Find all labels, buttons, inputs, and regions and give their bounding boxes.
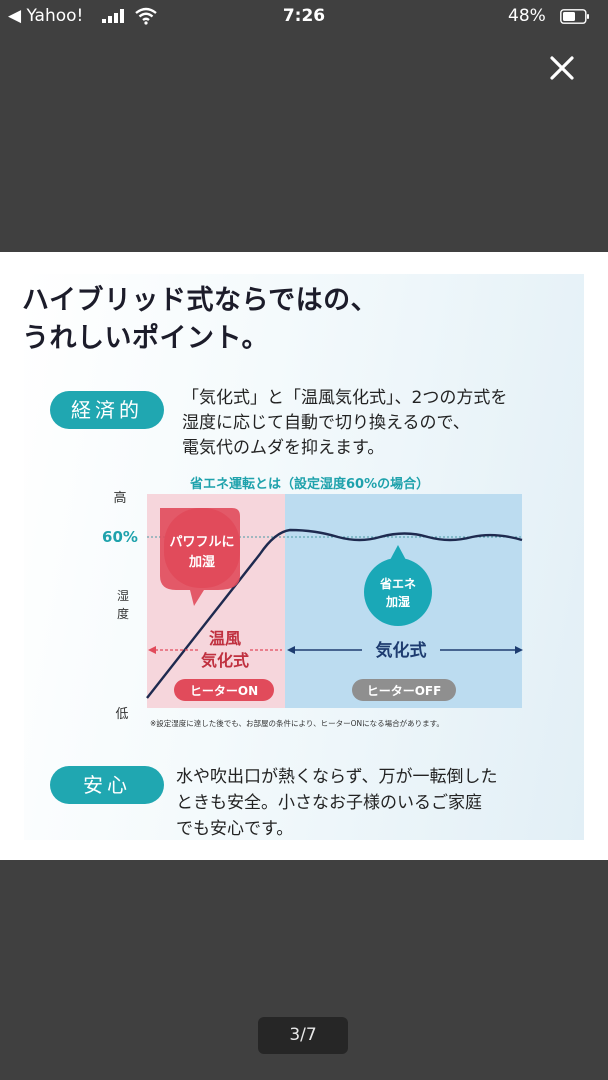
page-counter: 3/7 — [258, 1017, 348, 1054]
heater-off-label: ヒーターOFF — [367, 684, 442, 698]
status-time: 7:26 — [282, 6, 326, 26]
heading-line-2: うれしいポイント。 — [22, 323, 269, 354]
economy-description: 「気化式」と「温風気化式」、2つの方式を 湿度に応じて自動で切り換えるので、 電… — [182, 386, 507, 461]
status-bar: ◀ Yahoo! 7:26 48% — [0, 0, 608, 34]
region-warm-air-label-1: 温風 — [208, 629, 241, 648]
economy-line: 「気化式」と「温風気化式」、2つの方式を — [182, 388, 508, 408]
wifi-icon — [135, 7, 157, 25]
humidity-chart: 高 60% 低 湿 度 パワフルに 加湿 省エネ 加湿 温風 気化式 気化式 ヒ… — [102, 490, 523, 722]
callout-eco-line-2: 加湿 — [385, 594, 410, 609]
safety-badge: 安心 — [50, 766, 164, 804]
callout-eco-line-1: 省エネ — [379, 576, 416, 591]
close-icon[interactable] — [544, 50, 580, 86]
safety-description: 水や吹出口が熱くならず、万が一転倒した ときも安全。小さなお子様のいるご家庭 で… — [176, 764, 497, 842]
safety-line: 水や吹出口が熱くならず、万が一転倒した — [176, 767, 498, 787]
economy-badge: 経済的 — [50, 391, 164, 429]
chart-footnote: ※設定湿度に達した後でも、お部屋の条件により、ヒーターONになる場合があります。 — [150, 719, 444, 728]
back-to-app-link[interactable]: ◀ Yahoo! — [8, 6, 84, 26]
heater-off-badge — [352, 679, 456, 701]
heading-line-1: ハイブリッド式ならではの、 — [22, 285, 379, 316]
y-tick-60: 60% — [102, 528, 138, 546]
region-evaporative-label: 気化式 — [375, 640, 427, 661]
battery-icon — [560, 9, 589, 24]
signal-icon — [102, 9, 124, 23]
humidity-series-line — [146, 528, 523, 699]
economy-line: 湿度に応じて自動で切り換えるので、 — [182, 413, 470, 433]
y-tick-low: 低 — [115, 707, 128, 722]
y-tick-high: 高 — [113, 490, 126, 506]
region-warm-air-label-2: 気化式 — [201, 651, 249, 670]
y-axis-label-1: 湿 — [117, 588, 129, 603]
heater-on-label: ヒーターON — [190, 684, 258, 698]
battery-percent: 48% — [508, 6, 546, 26]
infographic-heading: ハイブリッド式ならではの、 うれしいポイント。 — [22, 282, 378, 358]
safety-line: ときも安全。小さなお子様のいるご家庭 — [176, 793, 482, 813]
economy-line: 電気代のムダを抑えます。 — [182, 438, 385, 458]
chart-title: 省エネ運転とは（設定湿度60%の場合） — [190, 477, 430, 492]
heater-on-badge — [174, 679, 274, 701]
callout-eco-shape — [390, 545, 406, 560]
callout-powerful-line-2: 加湿 — [188, 555, 215, 570]
safety-line: でも安心です。 — [176, 819, 294, 839]
callout-powerful-line-1: パワフルに — [169, 535, 234, 550]
y-axis-label-2: 度 — [117, 606, 129, 621]
